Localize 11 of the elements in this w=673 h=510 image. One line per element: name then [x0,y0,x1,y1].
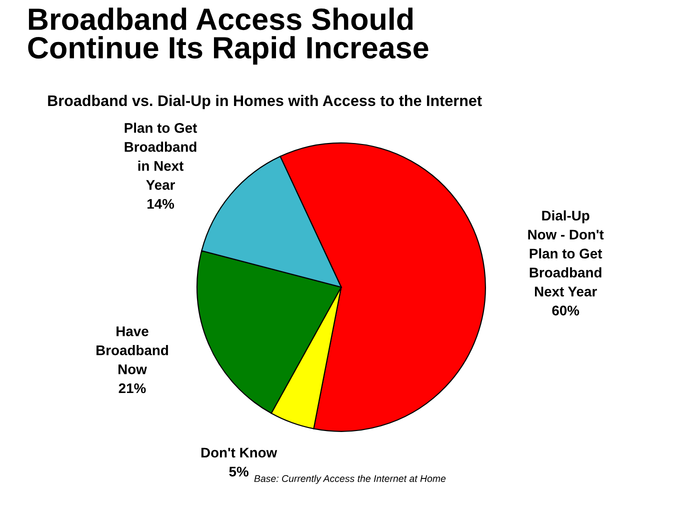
data-label: 21% [118,383,146,394]
slice-label: Plan to Get Broadband in Next Year [124,122,198,190]
data-label: 5% [229,466,248,477]
slice-label: Don't Know [201,448,278,458]
data-label: 14% [148,199,174,209]
text: Base: Currently Access the Internet at Home [254,474,446,484]
chart-subtitle: Broadband vs. Dial-Up in Homes with Access to the Internet [48,94,482,110]
data-label: 60% [552,306,580,316]
slice-label: Have Broadband Now [96,326,168,374]
chart-title: Broadband Access Should Continue Its Rapid Increase [28,8,428,65]
slice-label: Dial-Up Now - Don't Plan to Get Broadband Next Year [528,210,604,296]
